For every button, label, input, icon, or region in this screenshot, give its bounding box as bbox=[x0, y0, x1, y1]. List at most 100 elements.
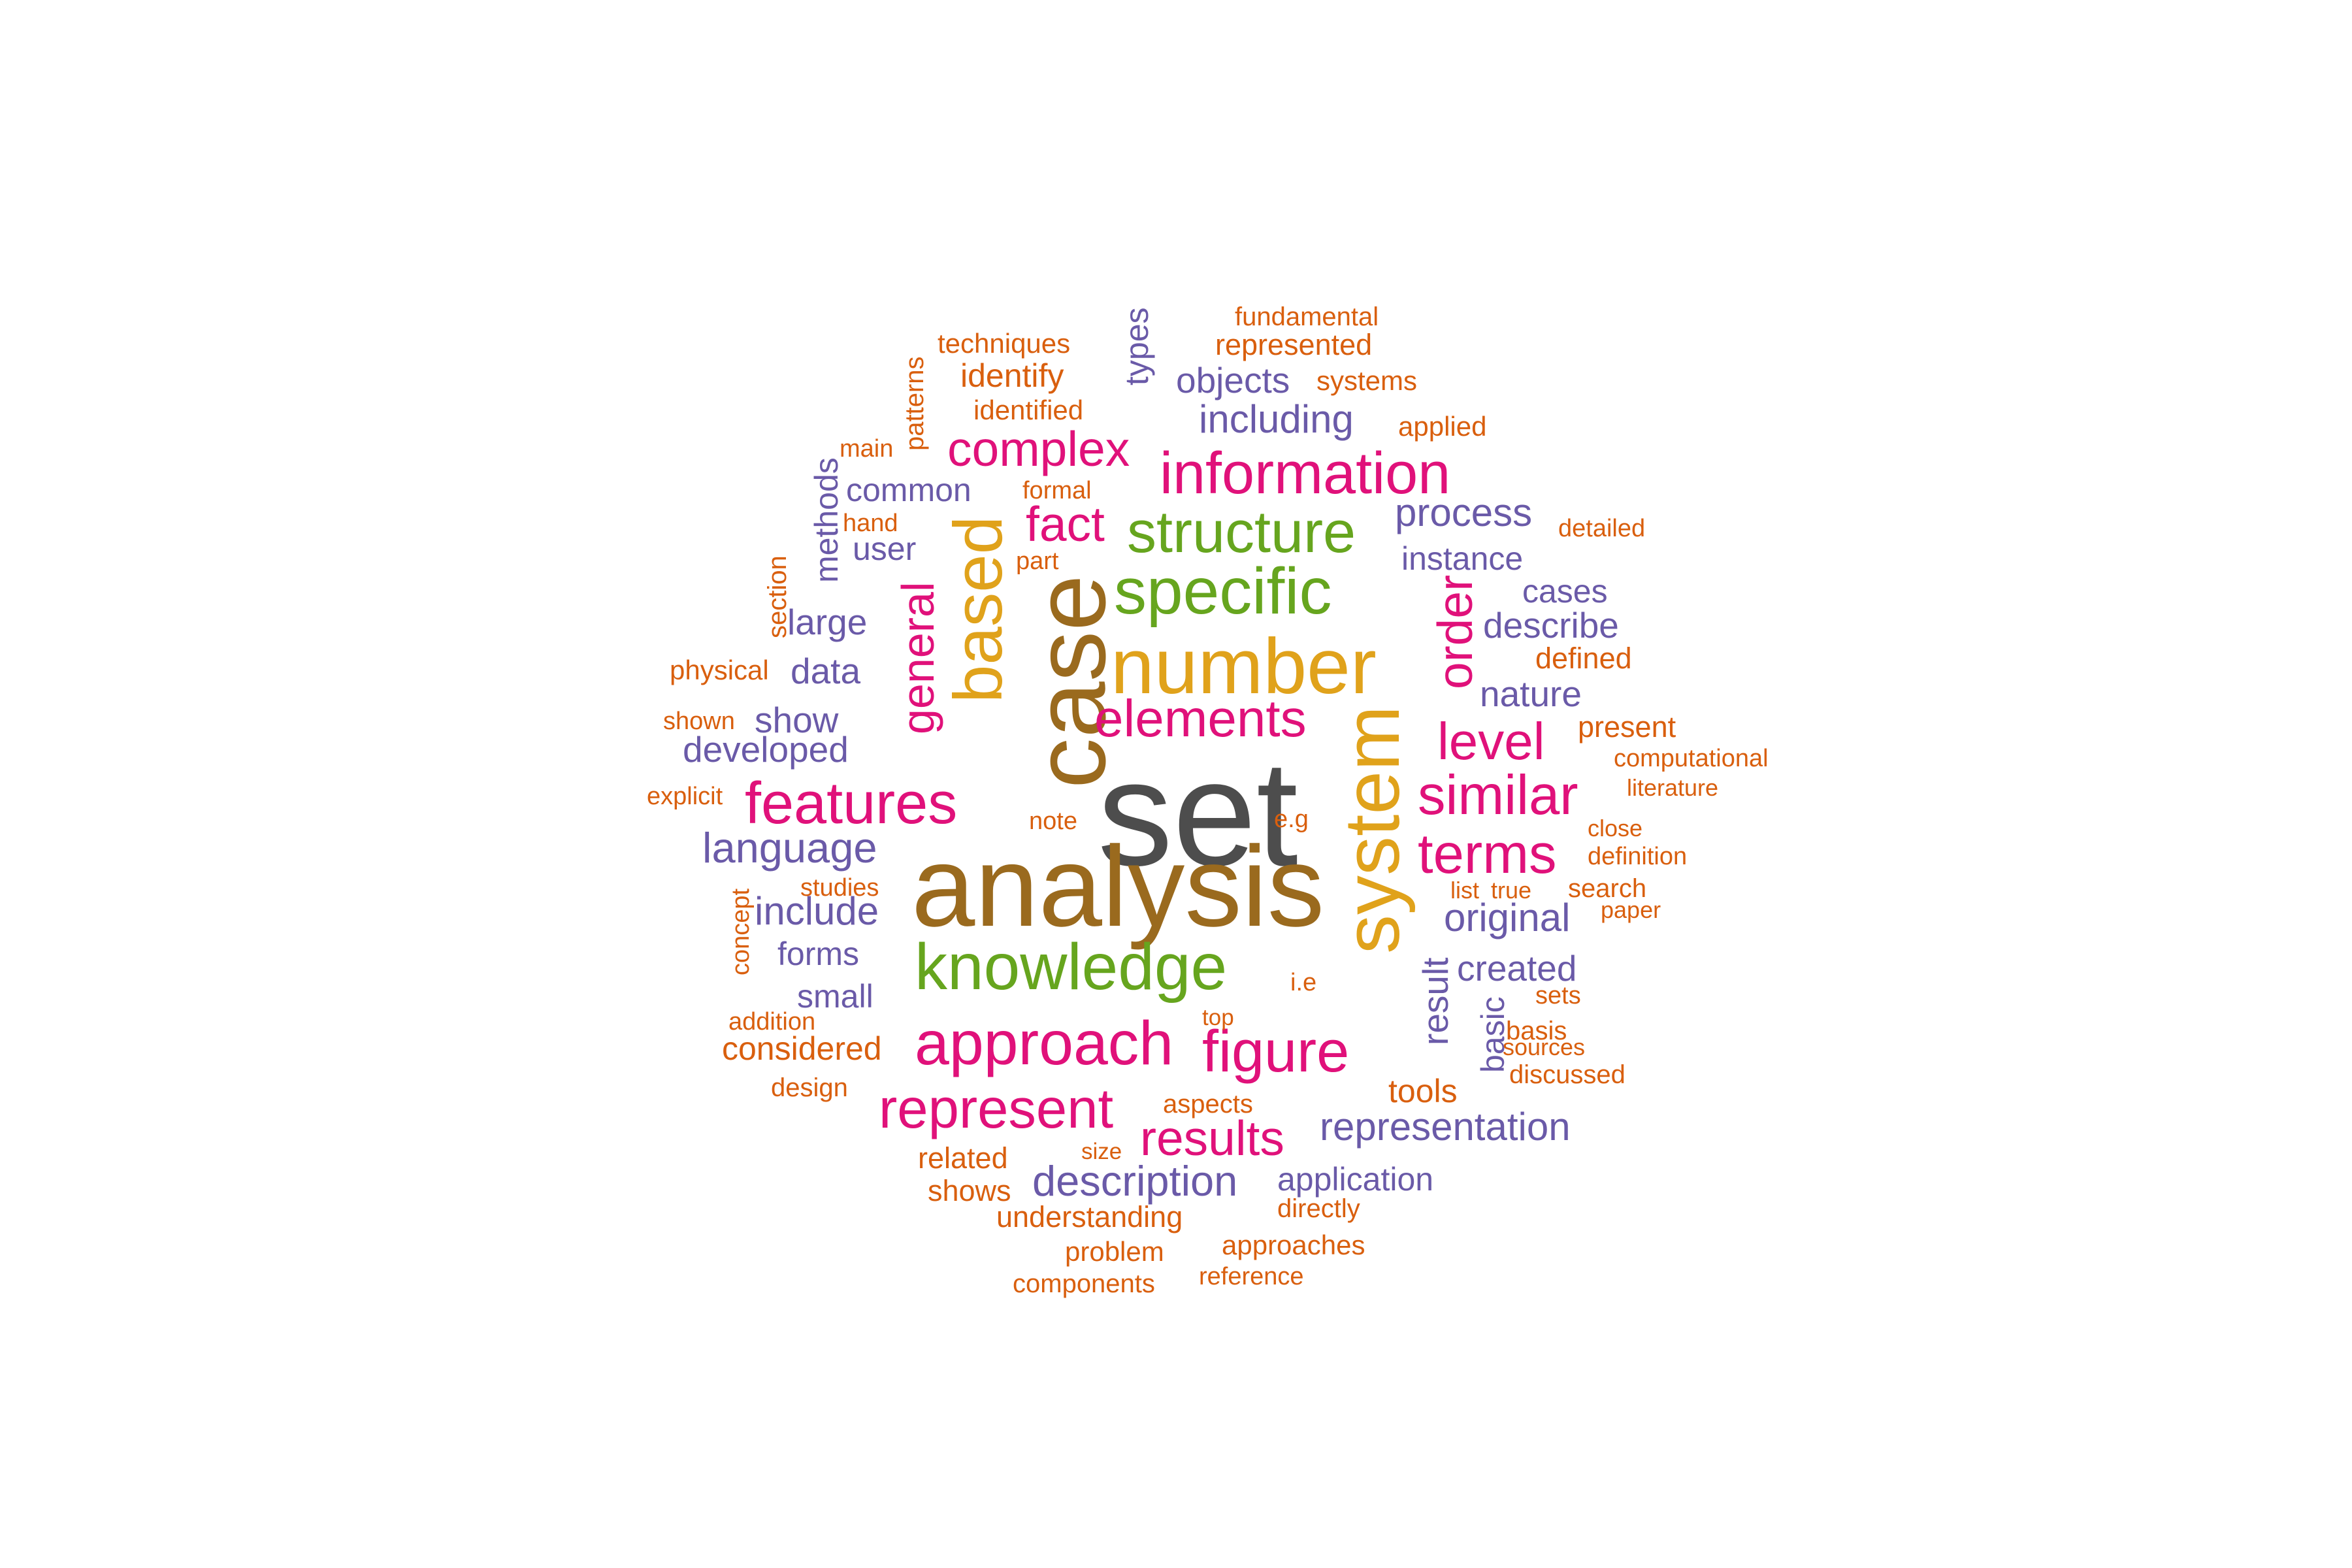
word-identify: identify bbox=[960, 357, 1064, 394]
word-general: general bbox=[892, 581, 943, 734]
word-part: part bbox=[1016, 547, 1059, 575]
word-hand: hand bbox=[843, 510, 898, 537]
word-specific: specific bbox=[1114, 555, 1332, 628]
word-objects: objects bbox=[1176, 360, 1290, 400]
word-formal: formal bbox=[1022, 477, 1092, 504]
word-search: search bbox=[1568, 874, 1647, 903]
word-information: information bbox=[1160, 441, 1451, 506]
word-original: original bbox=[1444, 896, 1571, 939]
word-set: set bbox=[1098, 729, 1298, 897]
word-shown: shown bbox=[663, 708, 735, 735]
word-sets: sets bbox=[1535, 982, 1581, 1009]
word-order: order bbox=[1428, 575, 1482, 690]
word-description: description bbox=[1032, 1157, 1238, 1205]
word-discussed: discussed bbox=[1509, 1060, 1625, 1089]
word-application: application bbox=[1277, 1161, 1434, 1198]
word-shows: shows bbox=[928, 1174, 1011, 1207]
word-forms: forms bbox=[777, 936, 859, 972]
word-problem: problem bbox=[1065, 1236, 1164, 1267]
word-patterns: patterns bbox=[900, 356, 929, 451]
word-size: size bbox=[1081, 1139, 1122, 1164]
word-represented: represented bbox=[1215, 328, 1373, 361]
word-related: related bbox=[918, 1141, 1008, 1175]
word-computational: computational bbox=[1614, 745, 1769, 772]
word-i-e: i.e bbox=[1290, 969, 1317, 996]
word-based: based bbox=[940, 516, 1017, 704]
word-data: data bbox=[791, 651, 861, 691]
word-analysis: analysis bbox=[911, 823, 1325, 951]
word-note: note bbox=[1029, 808, 1077, 835]
word-representation: representation bbox=[1320, 1105, 1571, 1149]
word-basis: basis bbox=[1506, 1017, 1567, 1045]
word-developed: developed bbox=[683, 729, 849, 770]
word-figure: figure bbox=[1202, 1019, 1350, 1085]
word-sources: sources bbox=[1503, 1034, 1586, 1060]
word-components: components bbox=[1013, 1269, 1155, 1298]
word-created: created bbox=[1457, 948, 1577, 988]
word-aspects: aspects bbox=[1163, 1090, 1253, 1119]
word-level: level bbox=[1437, 712, 1545, 770]
word-applied: applied bbox=[1398, 411, 1487, 442]
word-result: result bbox=[1415, 957, 1456, 1045]
word-addition: addition bbox=[728, 1008, 816, 1036]
word-fundamental: fundamental bbox=[1235, 302, 1379, 331]
word-list: list bbox=[1450, 877, 1479, 904]
word-include: include bbox=[755, 889, 879, 933]
word-detailed: detailed bbox=[1558, 515, 1646, 542]
word-definition: definition bbox=[1588, 843, 1688, 870]
word-nature: nature bbox=[1480, 674, 1582, 714]
word-show: show bbox=[755, 700, 839, 740]
word-concept: concept bbox=[727, 889, 755, 976]
word-systems: systems bbox=[1316, 365, 1418, 396]
word-understanding: understanding bbox=[996, 1200, 1183, 1233]
word-process: process bbox=[1395, 491, 1533, 534]
word-top: top bbox=[1202, 1005, 1234, 1030]
word-literature: literature bbox=[1627, 774, 1719, 801]
word-present: present bbox=[1578, 710, 1676, 743]
word-system: system bbox=[1328, 706, 1416, 955]
word-structure: structure bbox=[1127, 500, 1356, 565]
word-tools: tools bbox=[1388, 1073, 1458, 1109]
word-e-g: e.g bbox=[1274, 806, 1309, 833]
word-cases: cases bbox=[1522, 573, 1608, 610]
word-small: small bbox=[797, 978, 874, 1015]
word-large: large bbox=[787, 602, 868, 642]
word-case: case bbox=[1013, 575, 1126, 789]
word-including: including bbox=[1199, 397, 1354, 441]
word-paper: paper bbox=[1601, 896, 1661, 923]
word-studies: studies bbox=[800, 874, 879, 902]
word-knowledge: knowledge bbox=[915, 930, 1228, 1004]
word-section: section bbox=[763, 555, 792, 638]
word-elements: elements bbox=[1094, 689, 1307, 747]
word-identified: identified bbox=[973, 395, 1084, 425]
word-describe: describe bbox=[1483, 605, 1619, 645]
word-considered: considered bbox=[722, 1030, 882, 1067]
word-directly: directly bbox=[1277, 1194, 1360, 1223]
word-number: number bbox=[1111, 623, 1377, 710]
word-techniques: techniques bbox=[938, 328, 1071, 359]
word-types: types bbox=[1119, 307, 1155, 385]
word-represent: represent bbox=[879, 1078, 1114, 1140]
word-instance: instance bbox=[1401, 540, 1524, 577]
word-common: common bbox=[846, 472, 972, 508]
word-results: results bbox=[1140, 1111, 1284, 1166]
word-language: language bbox=[702, 824, 877, 872]
word-defined: defined bbox=[1535, 642, 1632, 675]
word-approaches: approaches bbox=[1222, 1230, 1365, 1260]
word-close: close bbox=[1588, 815, 1643, 841]
word-reference: reference bbox=[1199, 1263, 1304, 1290]
word-fact: fact bbox=[1026, 497, 1105, 551]
word-approach: approach bbox=[915, 1009, 1174, 1078]
word-terms: terms bbox=[1418, 823, 1557, 885]
word-similar: similar bbox=[1418, 764, 1578, 826]
word-main: main bbox=[840, 435, 894, 463]
word-methods: methods bbox=[808, 457, 845, 583]
word-features: features bbox=[745, 771, 958, 836]
word-explicit: explicit bbox=[647, 783, 723, 810]
word-true: true bbox=[1491, 877, 1532, 904]
word-user: user bbox=[853, 531, 917, 567]
word-physical: physical bbox=[670, 655, 769, 685]
word-complex: complex bbox=[947, 421, 1130, 476]
word-design: design bbox=[771, 1073, 848, 1102]
